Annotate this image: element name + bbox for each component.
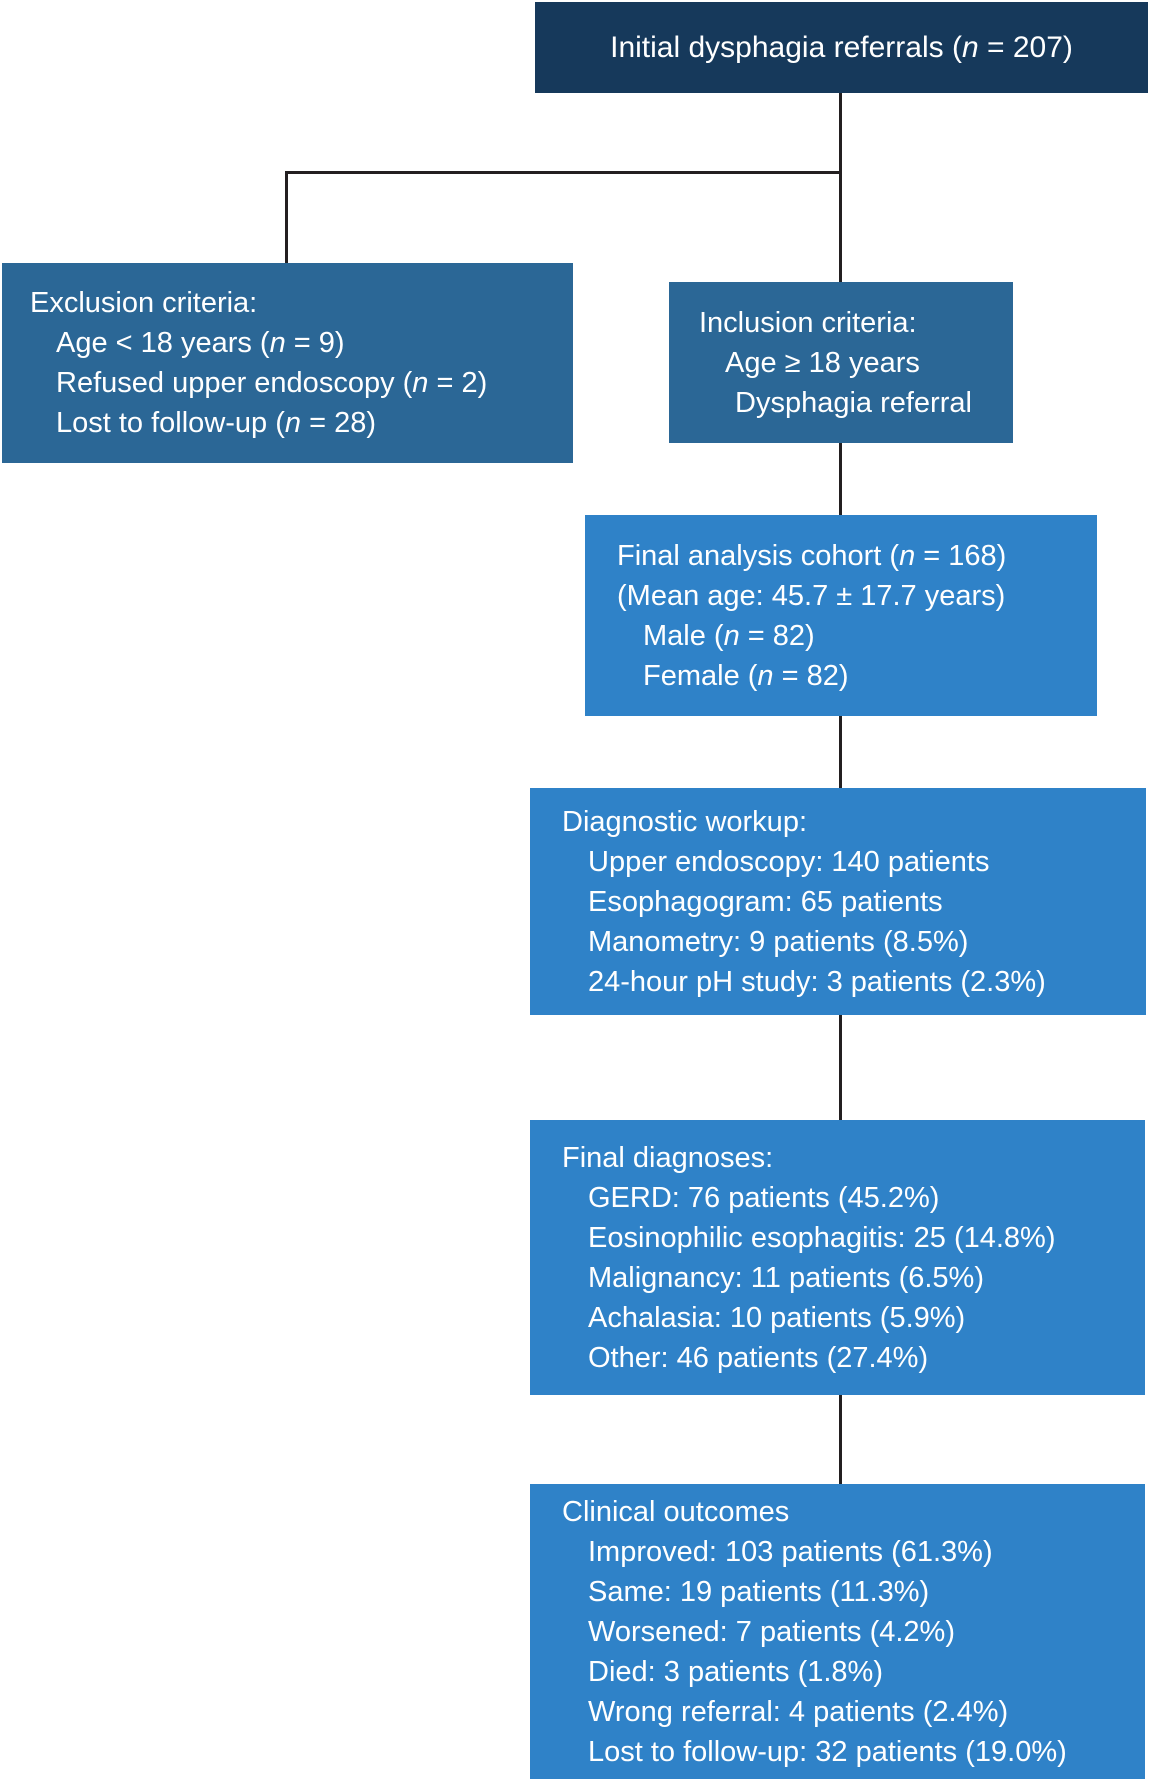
box-line: GERD: 76 patients (45.2%): [588, 1181, 940, 1214]
box-line: Inclusion criteria:: [699, 306, 917, 339]
box-line: Age < 18 years (n = 9): [56, 327, 345, 359]
box-line: Achalasia: 10 patients (5.9%): [588, 1301, 966, 1334]
box-line: Died: 3 patients (1.8%): [588, 1655, 883, 1688]
box-line: Malignancy: 11 patients (6.5%): [588, 1261, 985, 1294]
connector-branch-horizontal: [285, 171, 842, 174]
box-line: Final analysis cohort (n = 168): [617, 539, 1007, 572]
exclusion-criteria-box: Exclusion criteria: Age < 18 years (n = 9…: [2, 263, 573, 463]
final-cohort-box: Final analysis cohort (n = 168) (Mean age…: [585, 515, 1097, 716]
box-line: Lost to follow-up (n = 28): [56, 407, 376, 439]
initial-referrals-box: Initial dysphagia referrals (n = 207): [535, 2, 1148, 93]
box-line: Upper endoscopy: 140 patients: [588, 845, 990, 878]
box-line: Manometry: 9 patients (8.5%): [588, 925, 969, 958]
box-line: Male (n = 82): [643, 619, 815, 652]
connector-cohort-to-diagnostic: [839, 716, 842, 788]
final-diagnoses-box: Final diagnoses: GERD: 76 patients (45.2%…: [530, 1120, 1145, 1395]
box-line: Female (n = 82): [643, 659, 849, 692]
connector-diagnostic-to-diagnoses: [839, 1015, 842, 1120]
box-line: Improved: 103 patients (61.3%): [588, 1535, 993, 1568]
box-line: Dysphagia referral: [735, 386, 972, 419]
box-line: Clinical outcomes: [562, 1495, 790, 1528]
inclusion-criteria-box: Inclusion criteria: Age ≥ 18 years Dysphag…: [669, 282, 1013, 443]
diagnostic-workup-box: Diagnostic workup: Upper endoscopy: 140 p…: [530, 788, 1146, 1015]
box-line: Final diagnoses:: [562, 1141, 774, 1174]
box-line: Esophagogram: 65 patients: [588, 885, 943, 918]
box-line: (Mean age: 45.7 ± 17.7 years): [617, 579, 1006, 612]
connector-inclusion-to-cohort: [839, 443, 842, 515]
connector-diagnoses-to-outcomes: [839, 1395, 842, 1484]
box-line: Age ≥ 18 years: [725, 346, 920, 379]
box-line: 24-hour pH study: 3 patients (2.3%): [588, 965, 1046, 998]
box-line: Same: 19 patients (11.3%): [588, 1575, 930, 1608]
box-line: Worsened: 7 patients (4.2%): [588, 1615, 955, 1648]
box-line: Lost to follow-up: 32 patients (19.0%): [588, 1735, 1067, 1768]
box-line: Wrong referral: 4 patients (2.4%): [588, 1695, 1009, 1728]
box-line: Refused upper endoscopy (n = 2): [56, 367, 488, 399]
box-line: Other: 46 patients (27.4%): [588, 1341, 929, 1374]
connector-branch-vertical: [285, 171, 288, 263]
box-line: Exclusion criteria:: [30, 287, 258, 319]
clinical-outcomes-box: Clinical outcomes Improved: 103 patients …: [530, 1484, 1145, 1779]
box-line: Eosinophilic esophagitis: 25 (14.8%): [588, 1221, 1056, 1254]
connector-top-vertical: [839, 93, 842, 282]
box-line: Diagnostic workup:: [562, 805, 807, 838]
box-line: Initial dysphagia referrals (n = 207): [610, 30, 1073, 64]
